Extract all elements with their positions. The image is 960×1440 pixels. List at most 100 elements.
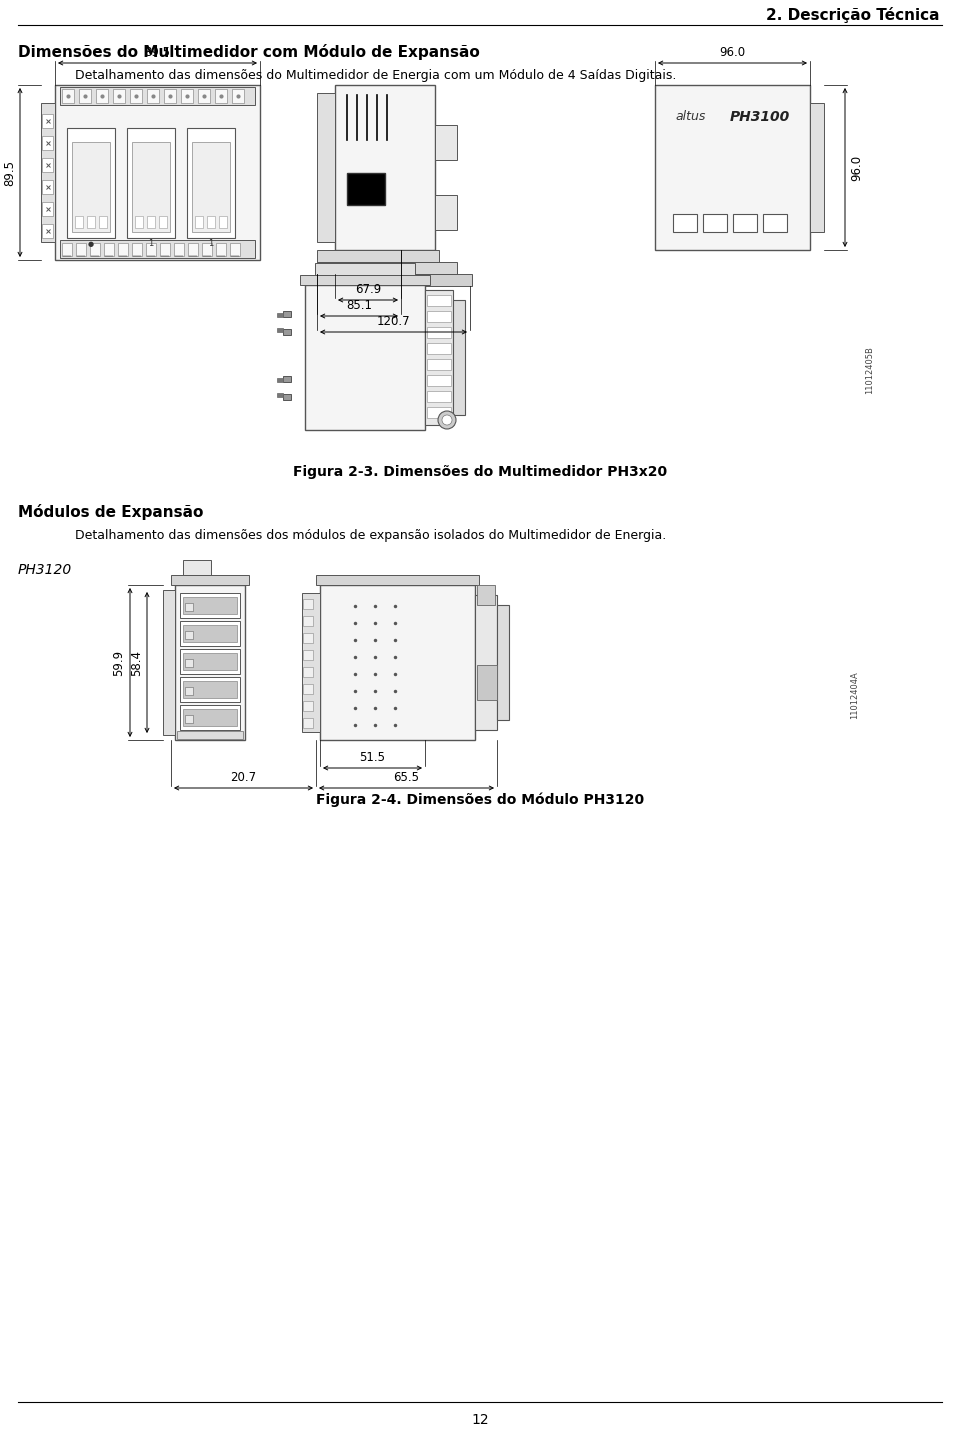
Bar	[72, 143, 110, 232]
Bar	[113, 89, 125, 104]
Bar	[130, 89, 142, 104]
Text: 12: 12	[471, 1413, 489, 1427]
Bar	[202, 243, 212, 256]
Text: altus: altus	[675, 111, 706, 124]
Bar	[62, 89, 74, 104]
Bar	[183, 598, 237, 613]
Bar	[180, 593, 240, 618]
Bar	[216, 243, 226, 256]
Text: ●: ●	[88, 240, 94, 248]
Bar	[90, 243, 100, 256]
Bar	[185, 631, 193, 639]
Bar	[427, 392, 451, 402]
Bar	[317, 274, 472, 287]
Bar	[305, 285, 425, 431]
Bar	[147, 89, 159, 104]
Bar	[174, 243, 184, 256]
Bar	[347, 173, 385, 204]
Bar	[475, 595, 497, 730]
Bar	[277, 377, 283, 382]
Bar	[118, 243, 128, 256]
Bar	[183, 681, 237, 698]
Bar	[60, 86, 255, 105]
Bar	[810, 104, 824, 232]
Text: Detalhamento das dimensões dos módulos de expansão isolados do Multimedidor de E: Detalhamento das dimensões dos módulos d…	[75, 530, 666, 543]
Text: 11012404A: 11012404A	[851, 671, 859, 719]
Bar	[283, 395, 291, 400]
Bar	[303, 634, 313, 644]
Bar	[87, 216, 95, 228]
Bar	[185, 716, 193, 723]
Bar	[477, 665, 497, 700]
Bar	[230, 243, 240, 256]
Bar	[42, 225, 53, 238]
Bar	[60, 240, 255, 258]
Text: 1: 1	[149, 239, 154, 249]
Text: 58.4: 58.4	[130, 649, 143, 675]
Text: PH3100: PH3100	[730, 109, 790, 124]
Bar	[183, 625, 237, 642]
Bar	[181, 89, 193, 104]
Bar	[185, 660, 193, 667]
Bar	[300, 275, 430, 285]
Bar	[303, 599, 313, 609]
Bar	[177, 732, 243, 739]
Bar	[316, 575, 479, 585]
Text: 11012405B: 11012405B	[866, 346, 875, 395]
Bar	[185, 687, 193, 696]
Text: 96.0: 96.0	[850, 154, 863, 180]
Bar	[303, 649, 313, 660]
Bar	[283, 376, 291, 382]
Bar	[42, 180, 53, 194]
Bar	[232, 89, 244, 104]
Bar	[335, 85, 435, 251]
Text: 2. Descrição Técnica: 2. Descrição Técnica	[766, 7, 940, 23]
Bar	[67, 128, 115, 238]
Bar	[219, 216, 227, 228]
Bar	[164, 89, 176, 104]
Bar	[127, 128, 175, 238]
Bar	[171, 575, 249, 585]
Text: 89.5: 89.5	[3, 160, 16, 186]
Text: Detalhamento das dimensões do Multimedidor de Energia com um Módulo de 4 Saídas : Detalhamento das dimensões do Multimedid…	[75, 69, 677, 82]
Bar	[303, 616, 313, 626]
Bar	[175, 585, 245, 740]
Text: 89.5: 89.5	[145, 46, 171, 59]
Bar	[763, 215, 787, 232]
Bar	[132, 243, 142, 256]
Bar	[317, 262, 457, 274]
Text: 65.5: 65.5	[394, 770, 420, 783]
Bar	[427, 343, 451, 354]
Text: Módulos de Expansão: Módulos de Expansão	[18, 504, 204, 520]
Bar	[42, 135, 53, 150]
Bar	[160, 243, 170, 256]
Bar	[159, 216, 167, 228]
Bar	[497, 605, 509, 720]
Bar	[655, 85, 810, 251]
Bar	[99, 216, 107, 228]
Text: 96.0: 96.0	[719, 46, 746, 59]
Text: PH3120: PH3120	[18, 563, 72, 577]
Bar	[315, 264, 415, 275]
Bar	[192, 143, 230, 232]
Bar	[42, 202, 53, 216]
Bar	[317, 94, 335, 242]
Bar	[427, 295, 451, 307]
Bar	[303, 667, 313, 677]
Bar	[277, 328, 283, 333]
Bar	[42, 158, 53, 171]
Text: Figura 2-4. Dimensões do Módulo PH3120: Figura 2-4. Dimensões do Módulo PH3120	[316, 793, 644, 808]
Bar	[147, 216, 155, 228]
Bar	[183, 708, 237, 726]
Bar	[183, 560, 211, 575]
Circle shape	[438, 410, 456, 429]
Bar	[104, 243, 114, 256]
Bar	[427, 374, 451, 386]
Text: Dimensões do Multimedidor com Módulo de Expansão: Dimensões do Multimedidor com Módulo de …	[18, 45, 480, 60]
Bar	[76, 243, 86, 256]
Bar	[427, 327, 451, 338]
Bar	[303, 701, 313, 711]
Bar	[180, 677, 240, 701]
Bar	[425, 289, 453, 425]
Bar	[703, 215, 727, 232]
